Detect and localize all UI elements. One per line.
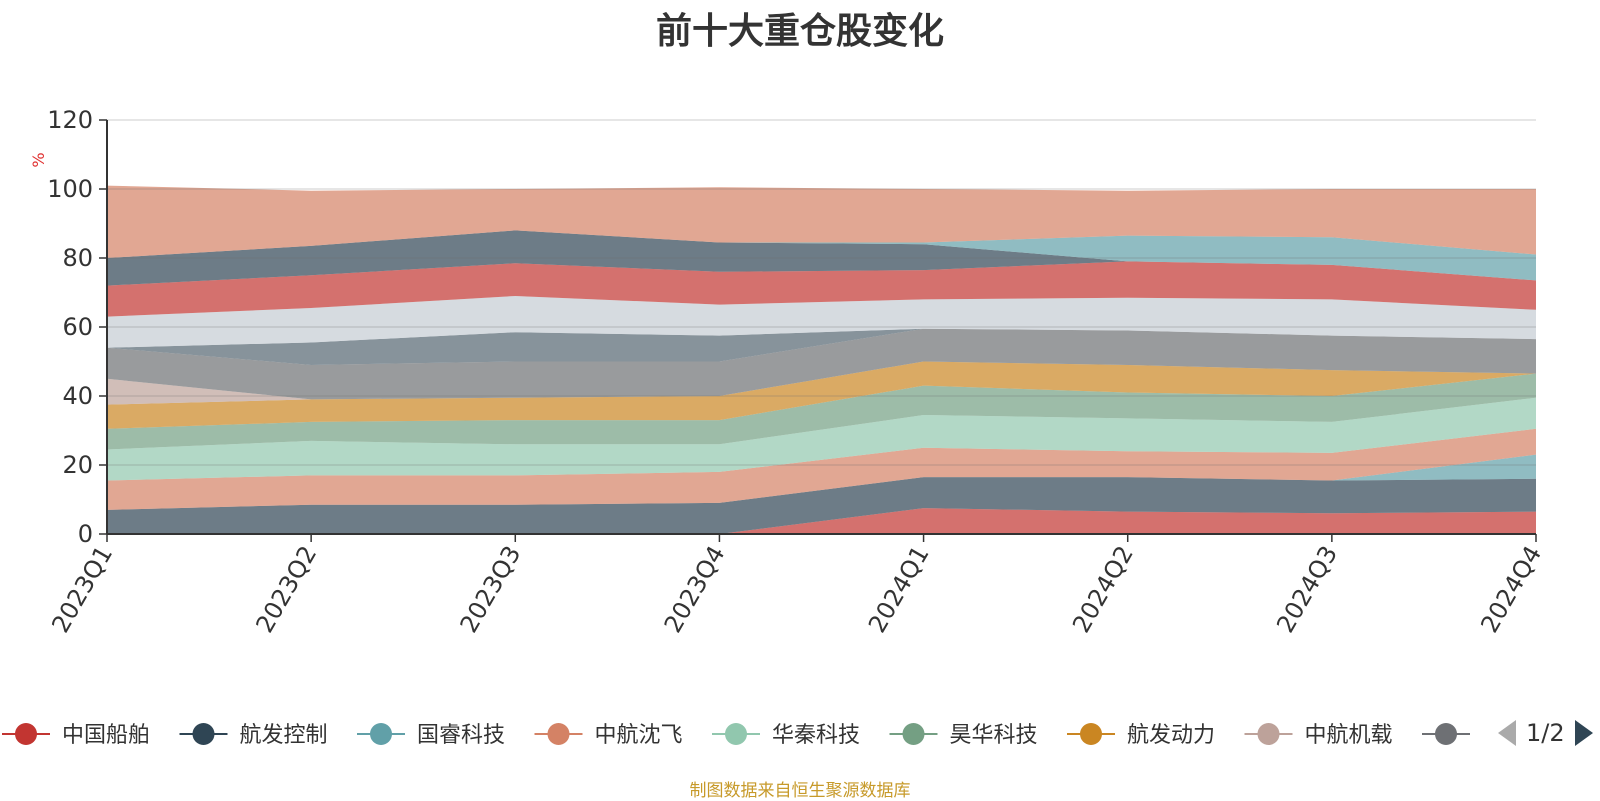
legend-marker (1257, 723, 1280, 745)
legend-label: 国睿科技 (417, 723, 505, 748)
x-tick-label: 2024Q2 (1067, 541, 1139, 637)
legend-marker (902, 723, 925, 745)
area-layer-2 (107, 477, 1536, 534)
x-tick-label: 2024Q4 (1475, 541, 1547, 637)
area-layer-9 (107, 328, 1536, 400)
y-tick-label: 100 (47, 175, 93, 203)
area-layer-8 (107, 361, 1536, 405)
legend-label: 中航机载 (1305, 723, 1393, 748)
legend-label: 中航沈飞 (595, 723, 683, 748)
legend-marker (15, 723, 37, 745)
y-tick-label: 80 (62, 244, 93, 272)
x-tick-label: 2023Q3 (455, 541, 527, 637)
area-layer-4 (107, 428, 1536, 510)
legend-marker (192, 723, 215, 745)
legend-next-page-icon[interactable] (1573, 718, 1595, 748)
x-tick-label: 2024Q1 (863, 541, 935, 637)
y-tick-label: 120 (47, 106, 93, 134)
y-tick-label: 0 (78, 520, 93, 548)
legend-marker (725, 723, 747, 745)
y-tick-label: 20 (62, 451, 93, 479)
data-source-note: 制图数据来自恒生聚源数据库 (689, 781, 911, 801)
legend-label: 华秦科技 (772, 723, 860, 748)
y-axis-label: % (29, 152, 48, 167)
area-layer-10 (107, 328, 1536, 365)
area-layer-13 (107, 230, 1536, 286)
area-layer-1 (107, 508, 1536, 534)
area-layer-11 (107, 296, 1536, 348)
legend-label: 航发控制 (240, 723, 328, 748)
area-layer-5 (107, 397, 1536, 481)
legend-label: 中国船舶 (62, 723, 150, 748)
x-tick-label: 2024Q3 (1271, 541, 1343, 637)
y-tick-label: 60 (62, 313, 93, 341)
legend-marker (1435, 723, 1457, 745)
legend-marker (547, 723, 570, 745)
legend-pager: 1/2 (1496, 718, 1595, 748)
area-layer-6 (107, 373, 1536, 450)
area-layer-15 (107, 185, 1536, 258)
area-layer-14 (107, 230, 1536, 281)
x-tick-label: 2023Q4 (659, 541, 731, 637)
legend-marker (1080, 723, 1102, 745)
legend-prev-arrow (1498, 720, 1516, 746)
legend-page-indicator: 1/2 (1526, 719, 1565, 747)
legend-next-arrow (1574, 720, 1593, 746)
chart-title: 前十大重仓股变化 (655, 11, 944, 52)
y-tick-label: 40 (62, 382, 93, 410)
legend-label: 航发动力 (1127, 723, 1215, 748)
legend-prev-page-icon[interactable] (1496, 718, 1518, 748)
legend-marker (370, 723, 392, 745)
x-tick-label: 2023Q2 (250, 541, 322, 637)
area-layer-7 (107, 361, 1536, 429)
legend-label: 昊华科技 (950, 723, 1038, 748)
x-tick-label: 2023Q1 (46, 541, 118, 637)
area-layer-12 (107, 261, 1536, 317)
